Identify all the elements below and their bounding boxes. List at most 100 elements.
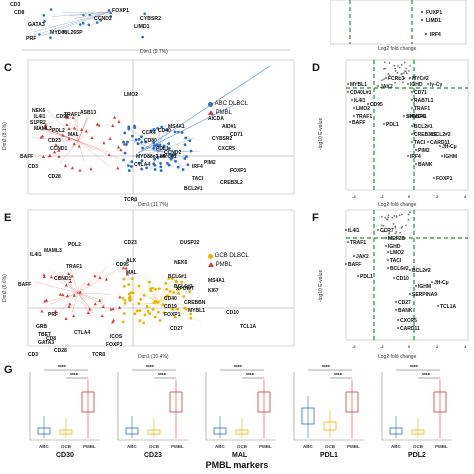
- centroid-line: [157, 128, 161, 152]
- gene-label: BCL6#1: [168, 274, 187, 280]
- pmbl-point: [89, 167, 93, 171]
- gene-label: TRAF1: [350, 240, 366, 246]
- gene-label: CYBSR2: [212, 136, 233, 142]
- box: [59, 429, 73, 435]
- gene-label: CD3: [28, 352, 38, 356]
- centroid-line: [139, 302, 159, 305]
- pmbl-point: [72, 314, 76, 318]
- group-point: [127, 169, 131, 172]
- gene-label: CD71: [414, 90, 427, 96]
- pmbl-point: [68, 302, 72, 306]
- gene-label: IGHM: [418, 284, 431, 290]
- gene-label: CD8: [14, 10, 24, 16]
- group-point: [135, 309, 139, 313]
- centroid-line: [157, 150, 184, 168]
- panel-d-chart: -4 -2 0 2 4MYBL1CD40L#1IL4I1LMO2TRAF1BAFFFCR…: [345, 59, 469, 199]
- gene-point: [407, 155, 409, 157]
- pmbl-point: [42, 275, 46, 279]
- gene-label: NEK6: [174, 260, 188, 266]
- group-point: [140, 159, 144, 162]
- pmbl-point: [108, 136, 112, 140]
- gene-point: [411, 133, 413, 135]
- group-point: [146, 309, 150, 313]
- group-point: [122, 158, 125, 162]
- point: [384, 216, 387, 219]
- loading-line: [88, 11, 111, 28]
- group-label: GCB: [149, 444, 160, 449]
- loading-line: [51, 11, 111, 17]
- pmbl-point: [112, 318, 116, 322]
- centroid-line: [52, 270, 79, 294]
- group-point: [157, 287, 161, 291]
- point: [409, 211, 411, 214]
- point: [382, 68, 385, 70]
- group-point: [149, 129, 153, 133]
- gene-label: ALK: [126, 258, 137, 264]
- gene-label: TACI: [390, 258, 402, 264]
- abc-point: [141, 35, 144, 39]
- centroid-line: [132, 281, 159, 304]
- pmbl-point: [116, 166, 120, 170]
- panel-e-ylabel: Dim2 (6.6%): [2, 274, 8, 302]
- centroid-line: [157, 280, 182, 304]
- pmbl-point: [43, 299, 47, 303]
- loading-line: [137, 65, 271, 154]
- gene-label: KI67: [208, 288, 219, 294]
- panel-c-legend: ABC DLBCL PMBL: [208, 100, 248, 117]
- centroid-line: [154, 286, 159, 304]
- legend-pmbl: PMBL: [215, 109, 233, 116]
- gene-label: ICOS: [110, 334, 123, 340]
- panel-label-c: C: [4, 62, 12, 74]
- gene-label: BCL6#2: [174, 284, 193, 290]
- point: [402, 81, 404, 84]
- point: [383, 78, 385, 81]
- gene-point: [393, 277, 395, 279]
- gene-label: MYBL1: [350, 82, 367, 88]
- point: [393, 214, 396, 217]
- panel-a-top: CD3 CD8 PRF GATA3 FOXP1 CYBSR2 CCND2 LIMD1 MYD88…: [10, 2, 290, 51]
- centroid-line: [151, 293, 159, 304]
- centroid-line: [77, 140, 95, 151]
- point: [387, 73, 390, 75]
- abc-point: [49, 36, 52, 39]
- point: [392, 223, 395, 225]
- point: [399, 76, 402, 79]
- centroid-line: [77, 285, 80, 294]
- pmbl-point: [40, 309, 44, 313]
- group-point: [176, 288, 180, 291]
- centroid-line: [77, 140, 109, 166]
- gene-point: [409, 77, 411, 79]
- gene-label: CARD11: [400, 326, 420, 332]
- gene-label: MS4A1: [168, 124, 185, 130]
- plot-frame: [27, 59, 295, 195]
- group-point: [159, 165, 163, 169]
- point: [393, 64, 396, 67]
- centroid-line: [149, 137, 159, 152]
- group-point: [126, 140, 129, 144]
- gene-label: PIM2: [418, 148, 430, 154]
- gene-label: CD95: [56, 114, 69, 120]
- box: [257, 391, 271, 413]
- gene-label: BCL2#1: [414, 124, 433, 130]
- point: [395, 215, 398, 218]
- centroid-line: [142, 146, 159, 152]
- group-point: [171, 155, 174, 159]
- group-label: PMBL: [259, 444, 272, 449]
- group-point: [189, 312, 193, 316]
- gene-point: [411, 107, 413, 109]
- gene-point: [377, 85, 379, 87]
- gene-label: CD27: [170, 326, 183, 332]
- panel-e-legend: GCB DLBCL PMBL: [208, 252, 249, 269]
- gene-label: CD8: [46, 336, 56, 342]
- panel-g-title: PMBL markers: [205, 460, 269, 470]
- gene-label: JH-Cμ: [434, 280, 449, 286]
- gene-label: PIM2: [204, 160, 216, 166]
- gene-point: [397, 319, 399, 321]
- gene-label: CD28: [54, 348, 67, 354]
- gene-label: BAFF: [20, 154, 33, 160]
- abc-point: [99, 19, 103, 22]
- gene-label: IL4I1: [348, 228, 360, 234]
- group-point: [153, 315, 157, 319]
- centroid-line: [49, 292, 79, 305]
- gene-point: [431, 281, 433, 283]
